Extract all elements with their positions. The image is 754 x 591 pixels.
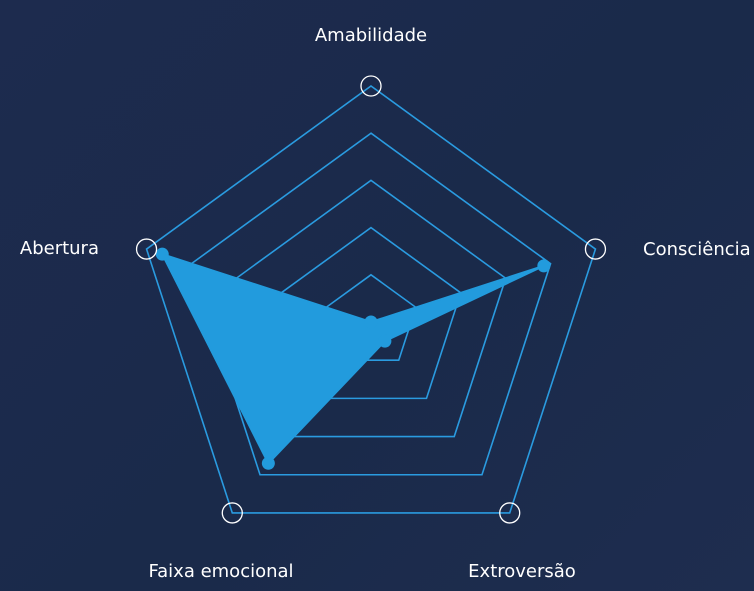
radar-series-area [161,253,545,465]
radar-series [155,247,551,470]
radar-ring-1 [325,273,417,361]
data-point-3 [378,334,392,348]
axis-end-marker-5 [135,238,158,260]
axis-label-2: Consciência [643,239,751,260]
data-point-1 [364,315,378,329]
axis-end-marker-3 [499,502,521,524]
axis-end-markers [135,75,607,524]
axis-label-4: Faixa emocional [148,561,293,582]
data-point-2 [537,259,551,273]
axis-label-5: Abertura [20,238,99,259]
radar-grid [145,85,597,514]
axis-end-marker-1 [360,75,382,97]
radar-ring-2 [280,226,462,400]
radar-ring-5 [145,85,597,514]
axis-label-3: Extroversão [468,561,576,582]
axis-end-marker-4 [221,502,243,524]
axis-end-marker-2 [584,238,607,260]
radar-ring-3 [235,179,507,438]
axis-label-1: Amabilidade [315,25,427,46]
data-point-4 [261,456,275,470]
data-point-5 [155,247,169,261]
axis-labels: Amabilidade Consciência Extroversão Faixa e… [20,25,751,582]
radar-ring-4 [190,132,552,476]
